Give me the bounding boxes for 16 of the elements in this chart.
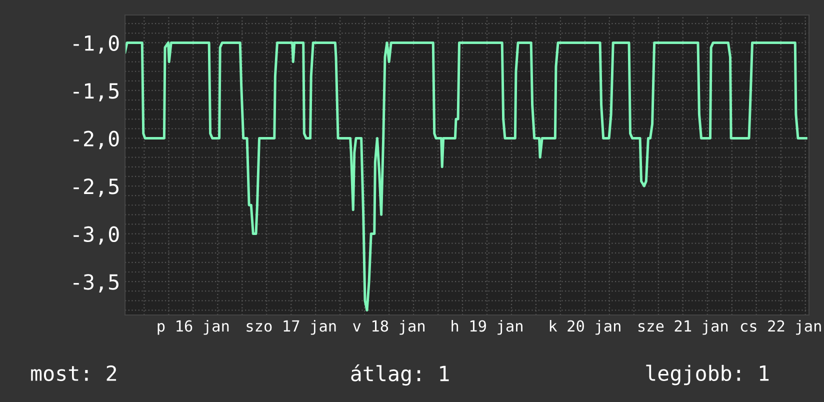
x-tick-label: v 18 jan — [353, 320, 424, 335]
y-tick-label: -3,5 — [74, 274, 118, 292]
text: átlag: 1 — [351, 364, 449, 386]
y-tick-label: -1,0 — [74, 35, 119, 54]
y-tick-label: -1,5 — [74, 83, 118, 102]
x-tick-label: k 20 jan — [550, 320, 620, 335]
x-tick-label: h 19 jan — [452, 320, 522, 335]
y-tick-label: -2,5 — [74, 178, 118, 197]
x-tick-label: sze 21 jan — [638, 320, 728, 335]
text: most: 2 — [31, 365, 116, 382]
x-tick-label: cs 22 jan — [740, 320, 821, 335]
y-tick-label: -3,0 — [74, 226, 119, 245]
x-tick-label: p 16 jan — [158, 320, 229, 335]
y-tick-label: -2,0 — [74, 130, 119, 150]
x-tick-label: szo 17 jan — [246, 320, 336, 335]
text: legjobb: 1 — [646, 364, 769, 386]
